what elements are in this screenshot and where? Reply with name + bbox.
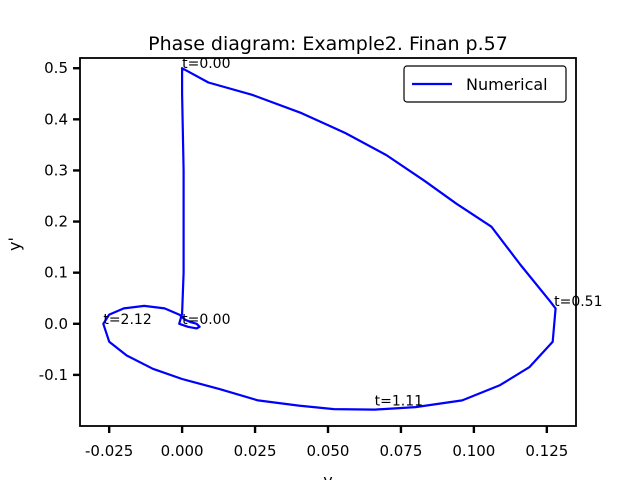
y-axis-ticks: -0.1 0.0 0.1 0.2 0.3 0.4 0.5: [39, 59, 80, 384]
x-tick-label: 0.075: [379, 442, 422, 460]
annotation-layer: t=0.00 t=0.00 t=0.51 t=1.11 t=2.12: [103, 56, 602, 409]
x-tick-label: 0.050: [307, 442, 350, 460]
y-tick-label: -0.1: [39, 366, 68, 384]
y-tick-label: 0.4: [44, 110, 68, 128]
x-tick-label: 0.025: [234, 442, 277, 460]
y-tick-label: 0.5: [44, 59, 68, 77]
x-tick-label: -0.025: [85, 442, 133, 460]
y-tick-label: 0.1: [44, 264, 68, 282]
chart-title: Phase diagram: Example2. Finan p.57: [148, 33, 508, 55]
time-annotation: t=0.51: [554, 294, 602, 310]
x-tick-label: 0.100: [452, 442, 495, 460]
series-line-0: [102, 67, 557, 411]
y-tick-label: 0.3: [44, 161, 68, 179]
y-tick-label: 0.2: [44, 213, 68, 231]
x-axis-label: y: [323, 471, 332, 480]
time-annotation: t=0.00: [182, 56, 230, 72]
plot-frame: [79, 57, 577, 427]
x-axis-ticks: -0.025 0.000 0.025 0.050 0.075 0.100 0.125: [85, 426, 568, 460]
y-axis-label: y': [5, 237, 24, 251]
x-tick-label: 0.125: [525, 442, 568, 460]
legend: Numerical: [403, 65, 567, 103]
y-tick-label: 0.0: [44, 315, 68, 333]
time-annotation: t=2.12: [103, 312, 151, 328]
time-annotation: t=0.00: [182, 312, 230, 328]
x-tick-label: 0.000: [161, 442, 204, 460]
series-layer: [102, 67, 557, 411]
time-annotation: t=1.11: [375, 394, 423, 410]
legend-box: [403, 65, 567, 103]
legend-label: Numerical: [466, 75, 548, 94]
